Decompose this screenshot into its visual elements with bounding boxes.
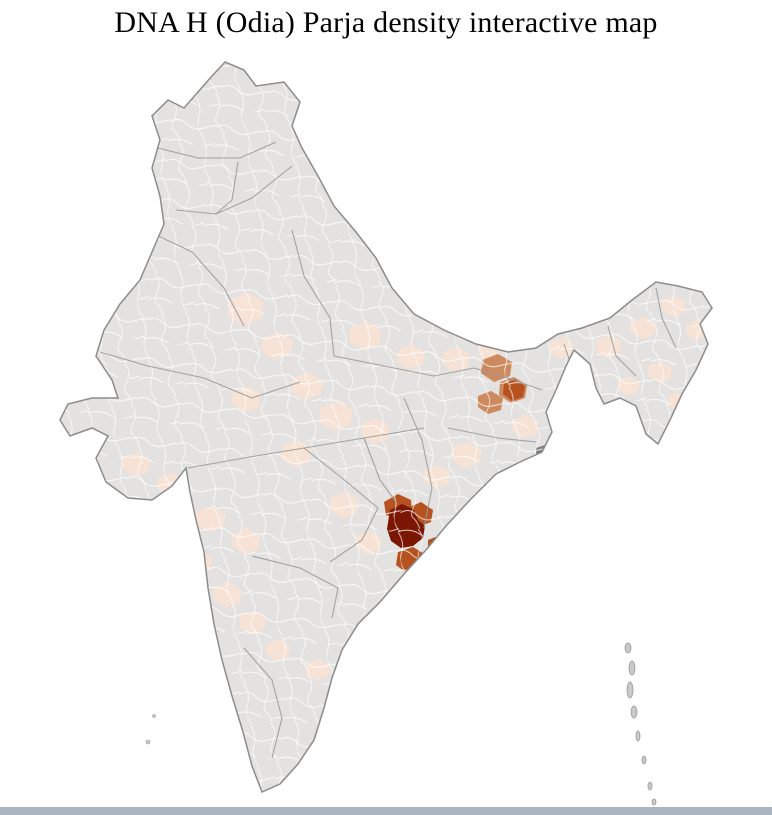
andaman-nicobar-islands[interactable] [624, 642, 657, 806]
state-borders [99, 141, 677, 759]
horizontal-scrollbar[interactable] [0, 807, 772, 815]
lakshadweep-islands[interactable] [145, 714, 156, 745]
map-title: DNA H (Odia) Parja density interactive m… [114, 6, 658, 39]
